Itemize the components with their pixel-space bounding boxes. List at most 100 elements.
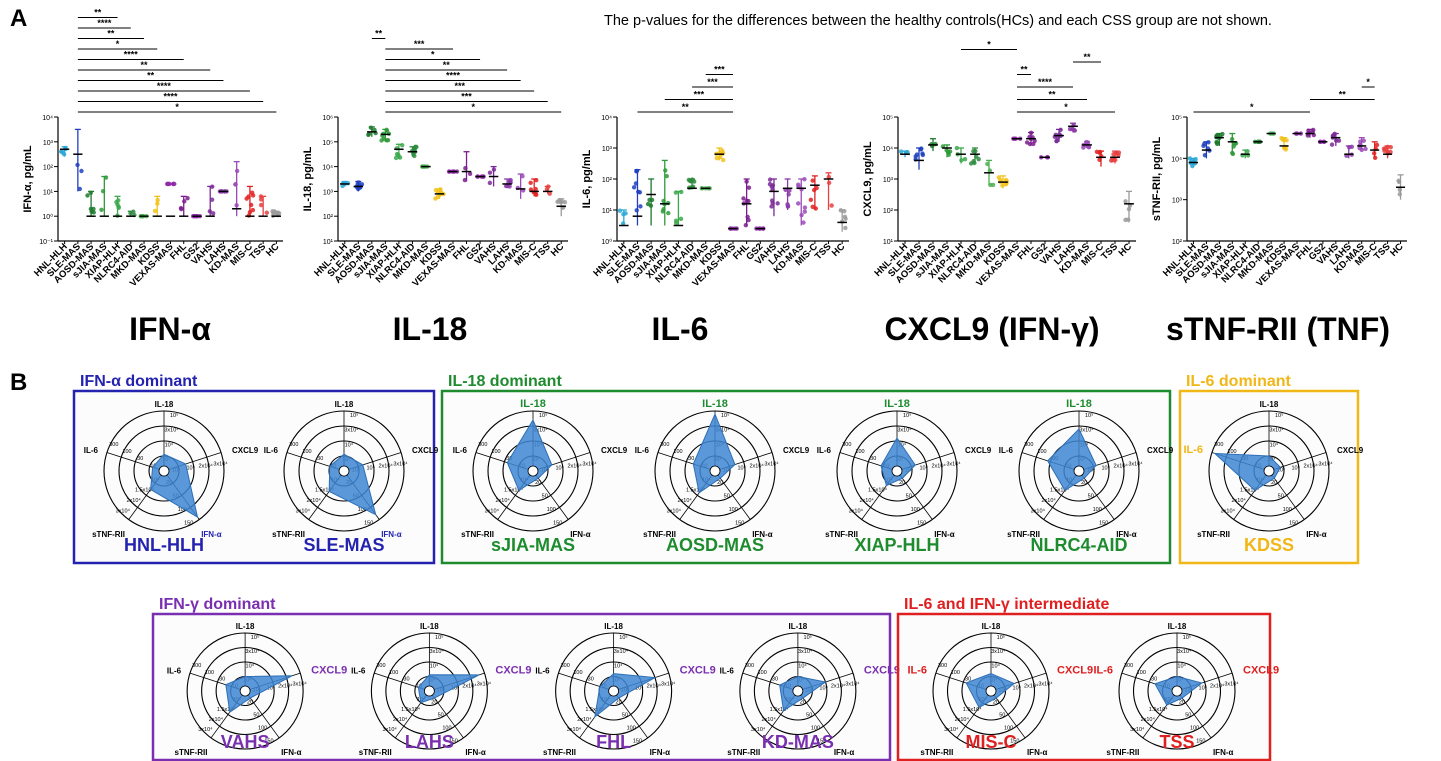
data-point xyxy=(718,154,723,160)
radar-axis-label: CXCL9 xyxy=(412,446,439,455)
data-point xyxy=(155,197,160,203)
significance-label: * xyxy=(116,39,120,49)
radar-ring-label: 20 xyxy=(993,699,999,705)
data-point xyxy=(1202,152,1208,158)
radar-ring-label: 10⁵ xyxy=(170,412,178,419)
radar-ring-label: 3x10⁴ xyxy=(567,726,582,733)
data-point xyxy=(75,162,80,168)
data-point xyxy=(1202,141,1207,146)
data-point xyxy=(1231,144,1236,149)
radar-ring-label: 100 xyxy=(729,507,738,513)
group-box xyxy=(896,612,1272,761)
x-tick-label: HC xyxy=(1117,241,1135,259)
significance-label: **** xyxy=(124,50,139,60)
y-tick-label: 10³ xyxy=(1172,198,1183,205)
radar-ring-label: 3x10⁴ xyxy=(991,648,1006,655)
radar-ring-label: 3x10⁴ xyxy=(213,460,228,467)
radar-ring-label: 3x10⁴ xyxy=(164,427,179,434)
data-point xyxy=(813,206,818,211)
data-point xyxy=(1329,142,1335,147)
radar-center xyxy=(423,685,435,697)
data-point xyxy=(826,174,832,180)
radar-ring-label: 2x10⁴ xyxy=(577,716,592,723)
radar-ring-label: 30 xyxy=(965,677,971,683)
radar-ring-label: 3x10⁴ xyxy=(393,460,408,467)
data-point xyxy=(721,157,726,163)
radar-ring-label: 2x10⁴ xyxy=(761,716,776,723)
data-point xyxy=(838,208,844,213)
radar-ring-label: 3x10⁴ xyxy=(946,460,961,467)
radar-ring-label: 300 xyxy=(376,663,385,669)
radar-ring-label: 10⁵ xyxy=(1183,634,1191,641)
radar-axis-label: sTNF-RII xyxy=(825,530,858,539)
data-point xyxy=(648,203,654,208)
radar-ring-label: 20 xyxy=(899,480,905,486)
radar-ring-label: 2x10⁴ xyxy=(462,683,477,690)
radar-spoke xyxy=(532,470,569,520)
radar-ring-label: 100 xyxy=(1004,725,1013,731)
data-point xyxy=(172,181,177,187)
radar-ring-label: 50 xyxy=(622,712,628,718)
radar-ring-label: 10⁴ xyxy=(635,685,644,692)
y-tick-label: 10⁴ xyxy=(601,115,612,122)
data-point xyxy=(1396,179,1402,185)
data-point xyxy=(678,216,684,222)
radar-ring-label: 100 xyxy=(205,670,214,676)
chart-title: sTNF-RII (TNF) xyxy=(1166,311,1390,347)
radar-ring-label: 3x10⁴ xyxy=(292,681,307,688)
y-tick-label: 10⁴ xyxy=(1171,156,1182,163)
radar-axis-label: IL-18 xyxy=(1066,398,1092,410)
radar-ring-label: 10⁴ xyxy=(267,685,276,692)
radar-spoke xyxy=(429,690,464,739)
data-point xyxy=(1397,187,1403,192)
data-point xyxy=(968,161,974,166)
radar-ring-label: 10⁴ xyxy=(430,662,439,669)
radar-axis-label: IFN-α xyxy=(201,530,222,539)
radar-ring-label: 1.5x10⁴ xyxy=(1149,706,1169,713)
significance-label: ** xyxy=(375,29,383,39)
radar-ring-label: 1.5x10⁴ xyxy=(504,487,524,494)
data-point xyxy=(89,209,94,214)
radar-ring-label: 20 xyxy=(717,480,723,486)
data-point xyxy=(1024,140,1030,145)
radar-ring-label: 50 xyxy=(1088,493,1094,499)
radar-center xyxy=(608,685,620,697)
radar-axis-label: CXCL9 xyxy=(601,446,628,455)
radar-axis-label: IFN-α xyxy=(1306,530,1327,539)
radar-ring-label: 2x10⁴ xyxy=(1041,497,1056,504)
radar-polygon xyxy=(1046,428,1097,492)
radar-center xyxy=(1171,685,1183,697)
data-point xyxy=(673,190,679,195)
radar-axis-label: IL-6 xyxy=(1093,665,1113,677)
radar-ring-label: 150 xyxy=(917,520,926,526)
radar-axis-label: sTNF-RII xyxy=(920,748,953,757)
chart-title: IFN-α xyxy=(129,311,211,347)
group-title: IL-6 dominant xyxy=(1186,373,1292,390)
data-point xyxy=(276,211,282,216)
radar-axis-label: IL-6 xyxy=(720,667,735,676)
data-point xyxy=(688,178,693,184)
radar-ring-label: 30 xyxy=(1151,677,1157,683)
data-point xyxy=(79,168,84,174)
radar-ring-label: 100 xyxy=(673,449,682,455)
chart-title: IL-18 xyxy=(393,311,468,347)
radar-ring-label: 20 xyxy=(1179,699,1185,705)
radar-axis-label: IL-6 xyxy=(635,446,650,455)
data-point xyxy=(246,194,251,199)
data-point xyxy=(770,201,775,206)
radar-ring-label: 10⁴ xyxy=(819,685,828,692)
radar-ring-label: 2x10⁴ xyxy=(1210,683,1225,690)
radar-center xyxy=(527,465,539,477)
data-point xyxy=(775,201,780,206)
y-tick-label: 10² xyxy=(883,208,894,215)
y-tick-label: 10⁰ xyxy=(42,213,53,221)
data-point xyxy=(802,209,807,214)
chart-title: CXCL9 (IFN-γ) xyxy=(884,311,1099,347)
radar-center xyxy=(985,685,997,697)
radar-axis-label: CXCL9 xyxy=(783,446,810,455)
data-point xyxy=(769,184,775,189)
radar-spoke xyxy=(896,470,933,520)
data-point xyxy=(234,168,240,174)
data-point xyxy=(534,192,539,198)
radar-axis-label: CXCL9 xyxy=(232,446,259,455)
